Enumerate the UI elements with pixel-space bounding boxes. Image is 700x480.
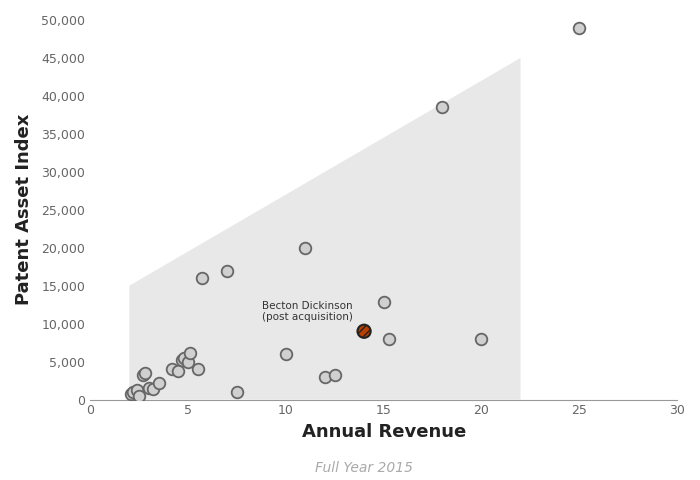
Point — [280, 350, 291, 358]
Point — [476, 335, 487, 343]
Point — [173, 367, 184, 374]
Point — [184, 348, 195, 356]
Point — [147, 385, 158, 393]
Point — [139, 369, 150, 377]
Point — [127, 388, 139, 396]
Text: Full Year 2015: Full Year 2015 — [315, 461, 413, 475]
Point — [221, 267, 232, 275]
Point — [134, 392, 145, 400]
Point — [574, 24, 585, 31]
Text: Becton Dickinson
(post acquisition): Becton Dickinson (post acquisition) — [262, 300, 354, 322]
Point — [231, 388, 242, 396]
Point — [176, 356, 188, 364]
Point — [358, 327, 370, 335]
Y-axis label: Patent Asset Index: Patent Asset Index — [15, 114, 33, 305]
Point — [193, 365, 204, 373]
Point — [178, 354, 190, 361]
Point — [167, 365, 178, 373]
Point — [137, 372, 148, 379]
Point — [437, 104, 448, 111]
Point — [126, 390, 137, 398]
Point — [132, 386, 143, 394]
X-axis label: Annual Revenue: Annual Revenue — [302, 423, 466, 441]
Point — [384, 335, 395, 343]
Polygon shape — [130, 58, 521, 399]
Point — [300, 244, 311, 252]
Point — [329, 372, 340, 379]
Point — [144, 384, 155, 392]
Point — [183, 358, 194, 365]
Point — [319, 373, 330, 381]
Point — [153, 379, 164, 387]
Point — [196, 274, 207, 282]
Point — [378, 299, 389, 306]
